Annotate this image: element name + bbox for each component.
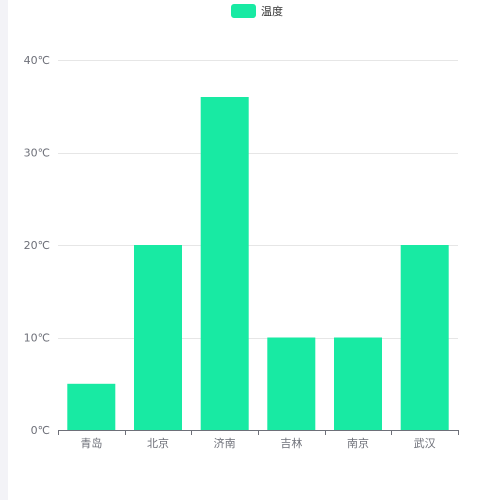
legend-label[interactable]: 温度	[261, 4, 283, 18]
bars	[67, 97, 449, 431]
bar-北京[interactable]	[134, 245, 182, 430]
x-axis-labels: 青岛 北京 济南 吉林 南京 武汉	[80, 436, 435, 450]
y-axis-labels: 0℃ 10℃ 20℃ 30℃ 40℃	[24, 54, 50, 437]
bar-济南[interactable]	[200, 97, 249, 430]
y-tick-label: 30℃	[24, 147, 50, 160]
legend[interactable]: 温度	[231, 4, 283, 18]
y-tick-label: 0℃	[31, 424, 50, 437]
grid	[58, 60, 458, 339]
x-tick-label: 南京	[347, 436, 369, 450]
left-edge-strip	[0, 0, 8, 500]
bar-武汉[interactable]	[400, 245, 449, 430]
bar-吉林[interactable]	[267, 337, 316, 431]
x-tick-label: 北京	[147, 436, 169, 450]
y-tick-label: 20℃	[24, 239, 50, 252]
x-tick-label: 青岛	[80, 436, 102, 450]
bar-青岛[interactable]	[67, 383, 116, 431]
y-tick-label: 40℃	[24, 54, 50, 67]
x-axis	[58, 430, 459, 435]
y-tick-label: 10℃	[24, 332, 50, 345]
x-tick-label: 济南	[214, 436, 236, 450]
x-tick-label: 武汉	[414, 437, 436, 450]
bar-南京[interactable]	[334, 337, 382, 431]
legend-swatch[interactable]	[231, 4, 256, 18]
x-tick-label: 吉林	[280, 436, 302, 450]
